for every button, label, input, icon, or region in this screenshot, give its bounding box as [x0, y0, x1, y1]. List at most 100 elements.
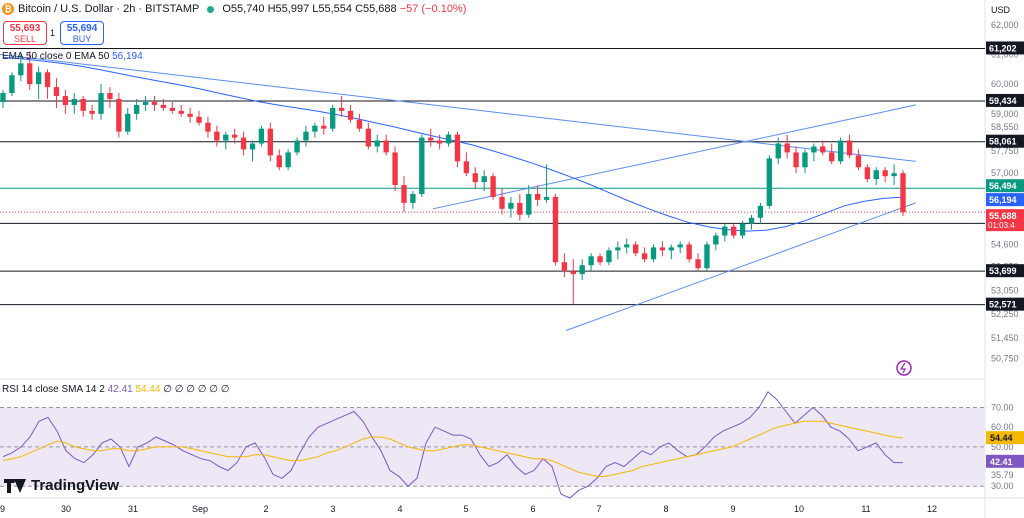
candle-body — [223, 134, 229, 141]
candle-body — [891, 173, 897, 177]
buy-label: BUY — [72, 34, 92, 44]
time-tick-label: 2 — [263, 504, 268, 514]
change-value: −57 (−0.10%) — [399, 3, 467, 15]
candle-body — [9, 75, 15, 94]
flash-icon-bolt — [899, 362, 906, 374]
candle-body — [232, 134, 238, 138]
time-tick-label: 11 — [861, 504, 870, 514]
candle-body — [169, 107, 175, 111]
ohlc-values: O55,740 H55,997 L55,554 C55,688 — [222, 3, 397, 15]
candle-body — [499, 196, 505, 209]
candle-body — [588, 256, 594, 266]
rsi-sma-label-bg — [986, 431, 1024, 445]
candle-body — [784, 143, 790, 153]
time-tick-label: 5 — [463, 504, 468, 514]
candle-body — [552, 196, 559, 263]
level-label: 52,571 — [989, 300, 1017, 310]
rsi-tick-label: 50.00 — [991, 442, 1014, 452]
last-price-label-bg — [986, 209, 1024, 232]
spread-value: 1 — [50, 28, 56, 38]
price-tick-label: 51,450 — [991, 333, 1019, 343]
candle-body — [62, 96, 69, 105]
candle-body — [454, 134, 461, 162]
sell-label: SELL — [13, 34, 37, 44]
descending-trendline — [0, 53, 916, 162]
candle-body — [374, 140, 380, 147]
candle-body — [641, 253, 648, 260]
price-tick-label: 52,250 — [991, 309, 1019, 319]
candle-body — [321, 125, 327, 129]
candle-body — [116, 98, 122, 132]
candle-body — [365, 128, 372, 147]
rsi-tick-label: 30.00 — [991, 481, 1014, 491]
candle-body — [526, 193, 532, 215]
level-label-bg — [986, 297, 1024, 311]
price-tick-label: 57,750 — [991, 146, 1019, 156]
channel-lower-line — [565, 202, 916, 331]
candle-body — [0, 93, 6, 102]
candle-body — [802, 152, 808, 168]
time-tick-label: 30 — [61, 504, 71, 514]
candle-body — [882, 170, 888, 177]
candle-body — [775, 143, 781, 159]
candle-body — [240, 137, 247, 150]
symbol-title[interactable]: Bitcoin / U.S. Dollar · 2h · BITSTAMP — [18, 3, 200, 15]
candle-body — [820, 146, 826, 153]
candle-body — [543, 196, 550, 200]
candle-body — [793, 152, 799, 168]
level-label: 61,202 — [989, 43, 1017, 53]
candle-body — [722, 226, 728, 236]
channel-upper-line — [432, 104, 916, 210]
tradingview-logo[interactable]: TradingView — [4, 477, 119, 494]
candle-body — [837, 140, 844, 162]
rsi-legend-label: RSI 14 close SMA 14 2 — [2, 384, 105, 395]
candle-body — [151, 101, 158, 105]
candle-body — [864, 167, 871, 180]
sell-button[interactable]: 55,693 SELL — [3, 21, 47, 45]
candle-body — [18, 63, 24, 76]
level-label: 53,699 — [989, 266, 1017, 276]
time-tick-label: 29 — [0, 504, 5, 514]
candle-body — [579, 265, 585, 275]
candle-body — [704, 244, 710, 269]
candle-body — [490, 176, 496, 197]
rsi-tick-label: 35.79 — [991, 470, 1014, 480]
flash-icon — [896, 360, 912, 376]
candle-body — [44, 72, 51, 88]
last-price-label: 55,688 — [989, 211, 1017, 221]
candle-body — [205, 122, 211, 132]
candle-body — [428, 137, 434, 141]
rsi-legend-value: 42.41 — [107, 384, 133, 395]
candle-body — [267, 128, 273, 156]
candle-body — [107, 93, 113, 99]
candle-body — [757, 205, 764, 218]
candle-body — [731, 226, 737, 236]
candle-body — [89, 110, 95, 114]
candle-body — [650, 247, 657, 260]
market-open-dot-icon — [207, 5, 215, 13]
candle-body — [481, 176, 487, 183]
price-tick-label: 53,050 — [991, 285, 1019, 295]
candle-body — [855, 155, 862, 168]
candle-body — [597, 256, 603, 263]
time-tick-label: 3 — [330, 504, 335, 514]
candle-body — [160, 104, 167, 108]
rsi-legend[interactable]: RSI 14 close SMA 14 2 42.41 54.44 ∅ ∅ ∅ … — [2, 384, 229, 395]
ema-legend[interactable]: EMA 50 close 0 EMA 50 56,194 — [2, 51, 143, 62]
buy-button[interactable]: 55,694 BUY — [60, 21, 104, 45]
price-tick-label: 62,000 — [991, 20, 1019, 30]
candle-body — [383, 140, 389, 153]
candle-body — [258, 128, 265, 144]
ema-line — [2, 56, 904, 232]
candle-body — [463, 161, 470, 174]
level-label-bg — [986, 264, 1024, 278]
sell-price: 55,693 — [9, 23, 41, 34]
candle-body — [285, 152, 291, 168]
candle-body — [410, 193, 416, 203]
candle-body — [873, 170, 879, 180]
candle-body — [196, 116, 202, 123]
rsi-value-label-bg — [986, 454, 1024, 468]
time-tick-label: 7 — [596, 504, 601, 514]
rsi-sma-legend-value: 54.44 — [135, 384, 161, 395]
